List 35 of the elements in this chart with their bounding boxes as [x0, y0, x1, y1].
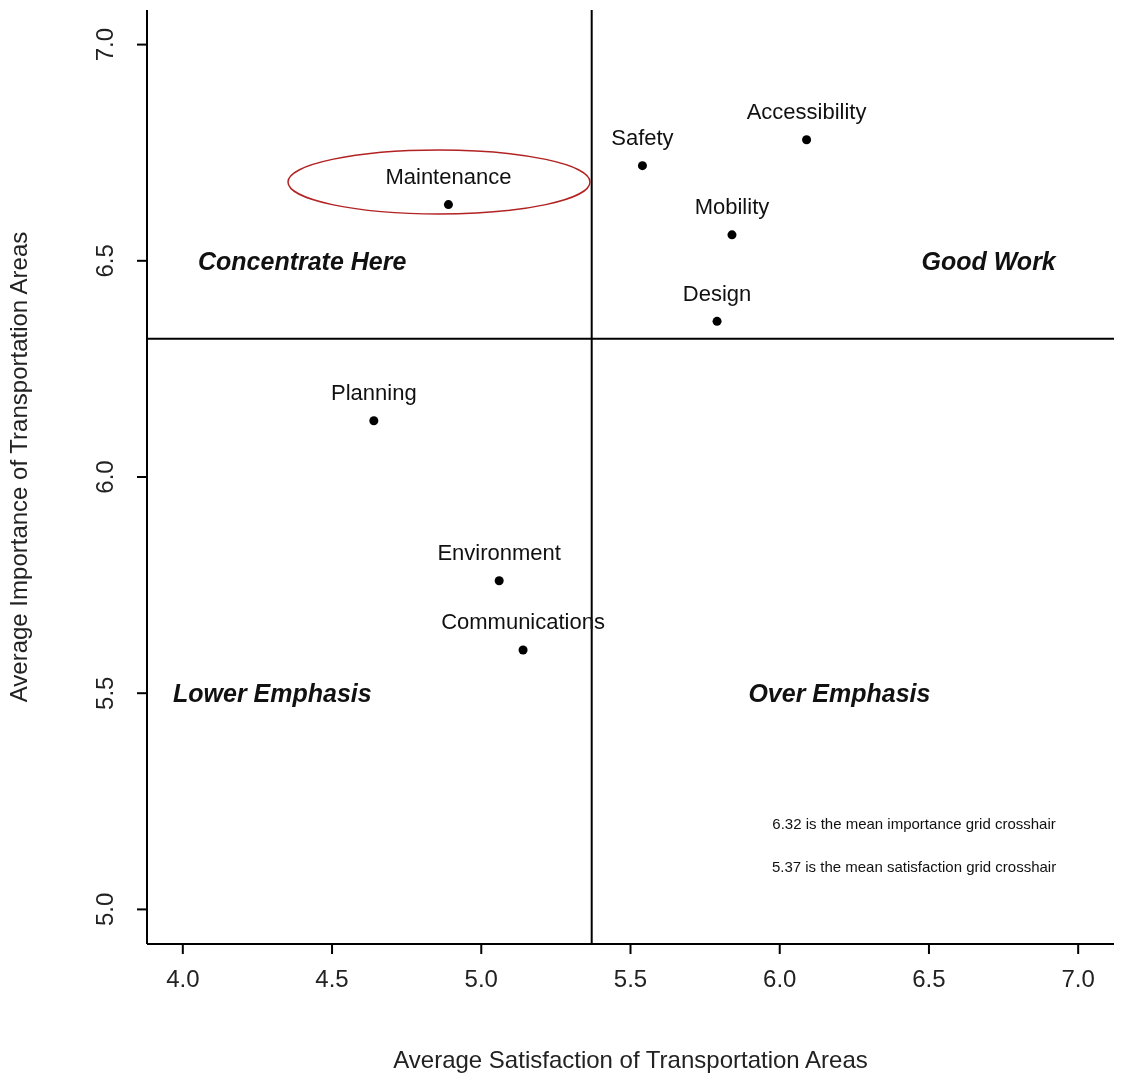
y-tick-label: 5.0 [91, 892, 118, 927]
series-label: Environment [437, 540, 561, 566]
annotation: Lower Emphasis [173, 678, 372, 708]
x-tick-label: 6.5 [912, 965, 946, 993]
point [443, 200, 453, 210]
x-tick-label: 5.0 [464, 965, 498, 993]
y-tick-label: 5.5 [91, 676, 118, 710]
annotation: 5.37 is the mean satisfaction grid crosshair [771, 857, 1057, 875]
y-tick-label: 6.0 [91, 460, 118, 494]
series-label: Accessibility [746, 99, 867, 125]
x-tick-label: 7.0 [1061, 965, 1095, 993]
annotation: Over Emphasis [748, 678, 931, 708]
annotation: Good Work [921, 246, 1056, 276]
annotation: 6.32 is the mean importance grid crosshair [772, 814, 1056, 832]
annotation: Concentrate Here [197, 246, 407, 276]
series-label: Mobility [694, 194, 770, 220]
y-tick-label: 6.5 [91, 244, 118, 278]
series-label: Maintenance [385, 164, 512, 190]
x-tick-label: 5.5 [613, 965, 648, 993]
point [518, 645, 528, 655]
x-axis-title: Average Satisfaction of Transportation Areas [393, 1046, 868, 1073]
point [727, 230, 737, 240]
x-tick-label: 4.5 [315, 965, 349, 993]
series-label: Planning [331, 380, 417, 406]
point [637, 161, 647, 171]
point [494, 576, 504, 586]
point [712, 316, 722, 326]
point [369, 416, 379, 426]
series-label: Design [682, 280, 752, 306]
y-tick-label: 7.0 [91, 27, 118, 62]
x-tick-label: 4.0 [166, 965, 200, 993]
series-label: Safety [611, 125, 674, 151]
x-tick-label: 6.0 [763, 965, 797, 993]
point [802, 135, 812, 145]
y-axis-title: Average Importance of Transportation Areas [4, 231, 32, 703]
